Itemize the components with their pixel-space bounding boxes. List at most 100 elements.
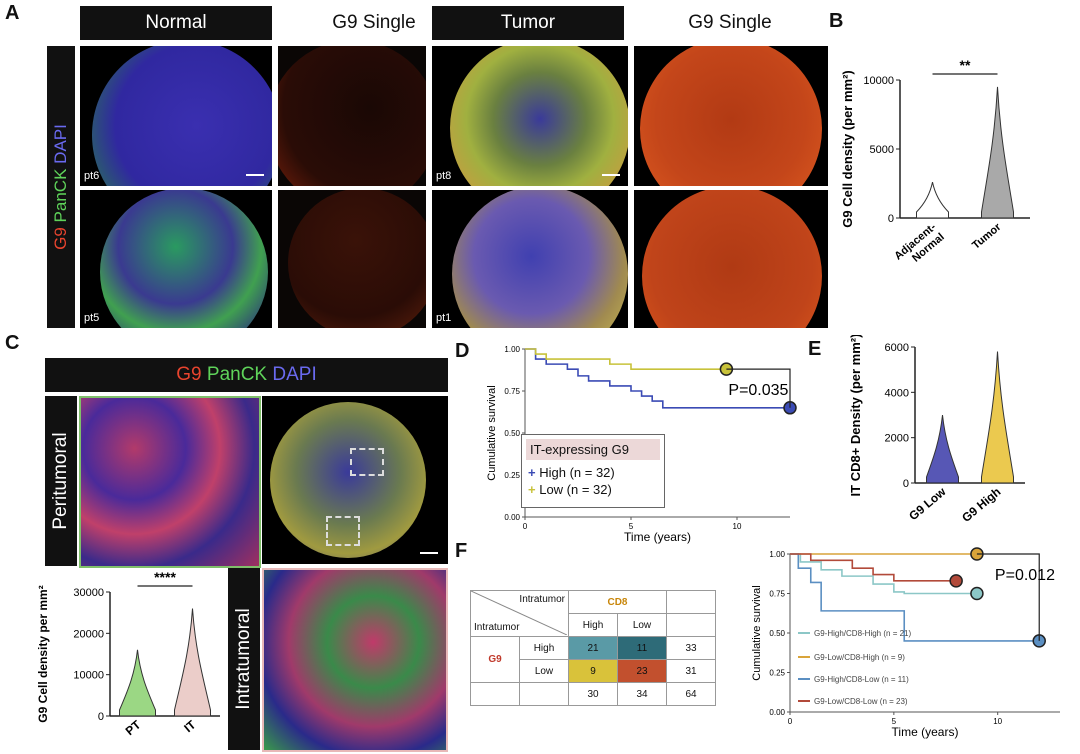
- y-tick-label: 0: [903, 478, 909, 490]
- panel-label-c: C: [5, 332, 20, 354]
- p-connector: [976, 553, 1040, 641]
- x-tick-label: PT: [123, 717, 144, 738]
- intratumoral-label: Intratumoral: [233, 608, 254, 710]
- y-tick-label: 30000: [73, 587, 104, 599]
- peritumoral-label-box: Peritumoral: [45, 396, 77, 566]
- intratumoral-label-box: Intratumoral: [228, 568, 260, 750]
- panel-c-title: G9 PanCK DAPI: [45, 358, 448, 392]
- y-tick-label: 0.75: [769, 590, 785, 599]
- violin-0: [926, 414, 959, 484]
- side-label-dapi: DAPI: [51, 124, 70, 164]
- col-total-low: 34: [617, 682, 667, 706]
- peritumoral-label: Peritumoral: [50, 432, 71, 530]
- x-tick-label: 5: [892, 717, 897, 726]
- y-tick-label: 0.00: [769, 708, 785, 717]
- panel-label-a: A: [5, 2, 20, 24]
- tile-g9-tumor-1: [634, 46, 828, 186]
- y-tick-label: 10000: [863, 75, 894, 87]
- row-group-label: G9: [470, 636, 520, 683]
- d-legend: IT-expressing G9 + High (n = 32) + Low (…: [521, 434, 665, 508]
- violin-0: [119, 649, 156, 717]
- p-value: P=0.035: [728, 382, 788, 399]
- y-tick-label: 1.00: [504, 345, 520, 354]
- header-normal: Normal: [80, 6, 272, 40]
- row-total-low: 31: [666, 659, 716, 683]
- y-axis-label: IT CD8+ Density (per mm²): [848, 335, 863, 496]
- km-curve-3: [790, 553, 957, 582]
- c-title-dapi: DAPI: [272, 364, 317, 385]
- stain-side-label: G9 PanCK DAPI: [47, 46, 75, 328]
- scale-bar: [246, 174, 264, 176]
- y-tick-label: 10000: [73, 670, 104, 682]
- significance-label: **: [960, 57, 971, 73]
- d-legend-title: IT-expressing G9: [526, 439, 660, 460]
- y-tick-label: 0.50: [769, 629, 785, 638]
- row-total-high: 33: [666, 636, 716, 660]
- y-tick-label: 0.50: [504, 429, 520, 438]
- y-tick-label: 4000: [885, 387, 909, 399]
- col-label-low: Low: [617, 613, 667, 637]
- core-label-pt8: pt8: [436, 170, 452, 182]
- tile-normal-pt5: pt5: [80, 190, 272, 328]
- x-tick-label: 10: [993, 717, 1002, 726]
- corner-bottom: Intratumor: [474, 622, 520, 633]
- x-tick-label: 0: [788, 717, 793, 726]
- significance-label: ****: [154, 570, 176, 585]
- x-tick-label: 0: [523, 522, 528, 531]
- roi-box: [350, 448, 384, 476]
- y-tick-label: 0.25: [769, 669, 785, 678]
- x-tick-label: Tumor: [970, 221, 1004, 252]
- scale-bar: [420, 552, 438, 554]
- d-legend-item-low: + Low (n = 32): [528, 482, 612, 497]
- p-connector: [726, 368, 791, 408]
- contingency-table: Intratumor Intratumor CD8 High Low G9 Hi…: [470, 590, 716, 706]
- cell-low-high: 9: [568, 659, 618, 683]
- f-legend-item-2: G9-High/CD8-Low (n = 11): [814, 675, 909, 684]
- y-axis-label: G9 Cell density per mm²: [36, 585, 50, 722]
- grand-total: 64: [666, 682, 716, 706]
- intratumoral-zoom: [262, 568, 448, 752]
- header-g9-single-normal: G9 Single: [332, 12, 416, 33]
- empty-cell: [470, 682, 520, 706]
- x-tick-label: IT: [181, 717, 199, 735]
- y-axis-label: Cumulative survival: [486, 385, 498, 480]
- y-tick-label: 0.75: [504, 387, 520, 396]
- y-tick-label: 1.00: [769, 550, 785, 559]
- y-tick-label: 0.00: [504, 513, 520, 522]
- x-axis-label: Time (years): [624, 530, 691, 544]
- overview-core: [262, 396, 448, 564]
- x-tick-label: Adjacent-Normal: [892, 221, 947, 273]
- y-axis-label: Cumulative survival: [751, 585, 763, 680]
- empty-cell: [666, 590, 716, 614]
- km-end-marker-0: [970, 586, 984, 601]
- tile-tumor-pt1: pt1: [432, 190, 628, 328]
- tile-g9-normal-2: [278, 190, 426, 328]
- side-label-panck: PanCK: [51, 168, 70, 223]
- violin-1: [981, 351, 1014, 484]
- x-axis-label: Time (years): [892, 725, 959, 739]
- c-title-panck: PanCK: [206, 364, 268, 385]
- violin-0: [916, 182, 949, 219]
- cell-high-high: 21: [568, 636, 618, 660]
- chart-c2: 0 10000 20000 30000 PT IT **** G9 Cell density …: [36, 570, 220, 738]
- f-legend-item-3: G9-Low/CD8-Low (n = 23): [814, 697, 908, 706]
- y-tick-label: 5000: [870, 144, 894, 156]
- header-g9-single-tumor: G9 Single: [688, 12, 772, 33]
- c-title-g9: G9: [176, 364, 202, 385]
- x-tick-label: G9 High: [959, 485, 1003, 525]
- chart-d: 0.00 0.25 0.50 0.75 1.00 0 5 10 Time (years) Cumu…: [486, 345, 797, 544]
- tile-tumor-pt8: pt8: [432, 46, 628, 186]
- x-tick-label: 10: [733, 522, 742, 531]
- panel-label-b: B: [829, 10, 844, 32]
- roi-box: [326, 516, 360, 546]
- scale-bar: [602, 174, 620, 176]
- panel-label-e: E: [808, 338, 822, 360]
- tile-g9-tumor-2: [634, 190, 828, 328]
- chart-f: 0.00 0.25 0.50 0.75 1.00 0 5 10 Time (years) Cumu…: [751, 547, 1060, 739]
- core-label-pt5: pt5: [84, 312, 100, 324]
- header-tumor: Tumor: [432, 6, 624, 40]
- km-end-marker-3: [949, 574, 963, 588]
- violin-1: [981, 86, 1014, 219]
- x-tick-label: G9 Low: [906, 484, 949, 523]
- row-label-high: High: [519, 636, 569, 660]
